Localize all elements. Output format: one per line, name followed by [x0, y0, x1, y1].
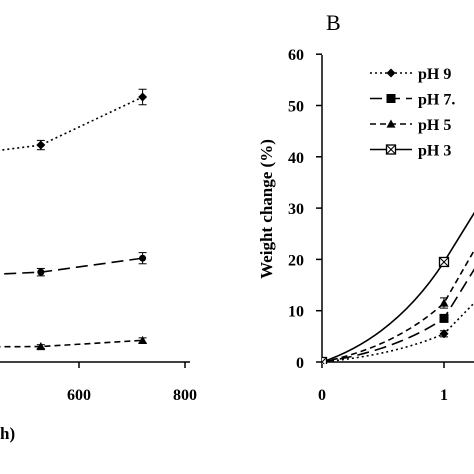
panel-a-x-axis-label: h): [0, 424, 15, 443]
panel-b-point: [322, 356, 328, 364]
panel-a-point: [138, 335, 148, 344]
panel-a-point: [138, 92, 148, 102]
legend-entry: pH 7.: [370, 92, 455, 109]
panel-b-series-line: [322, 249, 474, 363]
panel-b-x-tick-label: 0: [318, 387, 326, 404]
panel-a-point: [139, 254, 147, 262]
legend-marker: [386, 119, 396, 128]
legend-marker: [385, 144, 397, 155]
legend-marker: [386, 68, 396, 78]
panel-a-point: [36, 140, 46, 150]
legend-label: pH 7.: [418, 92, 455, 109]
panel-b-point: [439, 313, 449, 323]
legend-label: pH 3: [418, 143, 451, 160]
panel-a: 600 800 h): [0, 88, 197, 443]
panel-b-series-line: [322, 211, 474, 363]
panel-b-label: B: [326, 10, 341, 35]
legend-entry: pH 3: [370, 143, 451, 160]
panel-a-series-line: [0, 339, 143, 348]
panel-b-series-line: [322, 302, 474, 363]
panel-b-x-tick-label: 1: [440, 387, 448, 404]
legend-marker: [386, 94, 396, 103]
legend-entry: pH 5: [370, 117, 451, 134]
panel-b-y-tick-label: 20: [288, 252, 304, 269]
panel-b-point: [439, 329, 449, 339]
panel-b-y-tick-label: 0: [296, 355, 304, 372]
panel-a-series: [0, 88, 148, 351]
panel-b-point: [439, 298, 449, 307]
legend-entry: pH 9: [370, 66, 451, 83]
panel-b-legend: pH 9 pH 7. pH 5 pH 3: [370, 66, 455, 160]
panel-b-y-ticks: 0 10 20 30 40 50 60: [288, 47, 322, 372]
panel-a-point: [37, 268, 45, 276]
panel-a-x-tick-label: 600: [67, 387, 91, 404]
panel-a-series-line: [0, 257, 143, 275]
panel-a-x-tick-label: 800: [173, 387, 197, 404]
panel-b-point: [438, 256, 450, 268]
panel-b-y-tick-label: 50: [288, 99, 304, 116]
panel-b-y-tick-label: 10: [288, 304, 304, 321]
panel-b-y-tick-label: 40: [288, 150, 304, 167]
panel-a-point: [36, 342, 46, 351]
panel-b-y-tick-label: 30: [288, 201, 304, 218]
panel-a-series-line: [0, 96, 143, 152]
legend-label: pH 5: [418, 117, 451, 134]
panel-b-y-axis-label: Weight change (%): [257, 139, 276, 279]
panel-b-y-tick-label: 60: [288, 47, 304, 64]
panel-a-x-ticks: 600 800: [67, 362, 197, 404]
panel-b-series: [322, 211, 474, 364]
legend-label: pH 9: [418, 66, 451, 83]
panel-b-series-line: [322, 268, 474, 363]
